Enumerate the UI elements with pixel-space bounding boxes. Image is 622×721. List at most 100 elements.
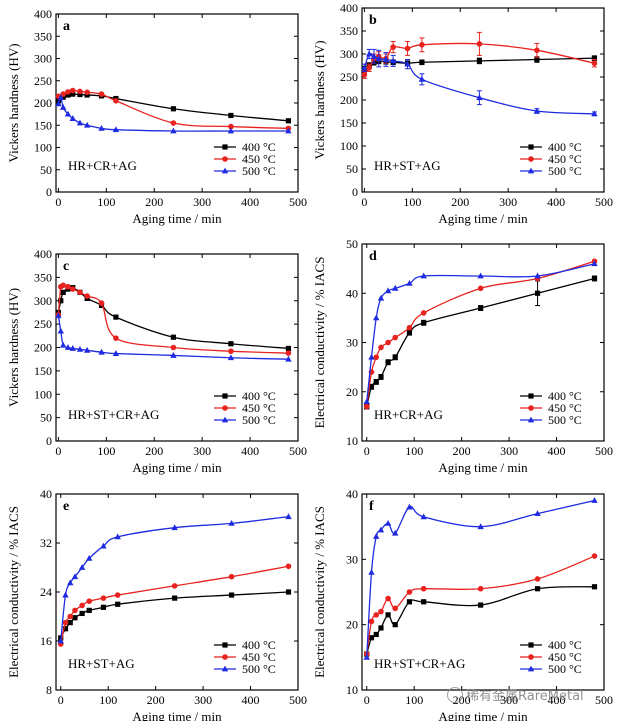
data-point: [170, 352, 177, 358]
data-point: [361, 64, 368, 71]
y-tick-label: 10: [346, 683, 358, 697]
data-point: [406, 330, 413, 336]
data-point: [591, 497, 598, 503]
data-point: [285, 563, 292, 570]
y-tick-label: 200: [34, 341, 52, 355]
data-point: [534, 586, 541, 592]
condition-label: HR+ST+AG: [68, 656, 135, 671]
x-tick-label: 500: [289, 444, 307, 458]
legend-marker: [528, 393, 534, 399]
data-point: [420, 272, 427, 279]
data-point: [227, 127, 235, 134]
legend-marker: [222, 144, 228, 150]
data-point: [533, 107, 541, 114]
data-point: [170, 120, 177, 126]
y-tick-label: 250: [34, 74, 52, 88]
data-point: [384, 520, 392, 526]
y-tick-label: 200: [34, 96, 52, 110]
data-point: [378, 625, 384, 631]
x-tick-label: 100: [99, 693, 117, 707]
legend-label: 500 °C: [242, 164, 276, 178]
data-point: [378, 608, 384, 615]
data-point: [228, 573, 235, 580]
data-point: [534, 272, 541, 279]
y-tick-label: 300: [34, 294, 52, 308]
data-point: [86, 598, 93, 604]
y-tick-label: 24: [40, 585, 52, 599]
y-tick-label: 0: [46, 185, 52, 199]
x-tick-label: 300: [500, 444, 518, 458]
legend-label: 450 °C: [242, 401, 276, 415]
series-450C: [55, 282, 292, 356]
data-point: [57, 94, 64, 101]
y-tick-label: 8: [46, 683, 52, 697]
legend-marker: [222, 654, 228, 660]
wechat-icon: [447, 687, 463, 703]
legend-label: 450 °C: [548, 650, 582, 664]
data-point: [285, 118, 292, 124]
x-tick-label: 400: [548, 693, 566, 707]
data-point: [591, 260, 598, 267]
data-point: [62, 619, 69, 626]
data-point: [71, 573, 79, 580]
y-tick-label: 300: [340, 47, 358, 61]
data-point: [534, 290, 541, 296]
data-point: [373, 354, 380, 361]
data-point: [55, 100, 62, 107]
y-tick-label: 350: [34, 29, 52, 43]
data-point: [373, 533, 380, 539]
data-point: [382, 56, 390, 62]
x-tick-label: 300: [193, 444, 211, 458]
data-point: [363, 403, 370, 410]
series-400C: [364, 275, 598, 410]
y-tick-label: 10: [346, 434, 358, 448]
data-point: [79, 610, 85, 617]
data-point: [67, 579, 74, 586]
series-line: [366, 260, 595, 407]
panel-d: 0 100 200 300 400 500 10 20 30 40 50 Aging time / m…: [312, 237, 613, 475]
data-point: [64, 344, 72, 350]
data-point: [67, 613, 74, 620]
legend-marker: [528, 144, 534, 150]
y-tick-label: 30: [346, 336, 358, 350]
legend-marker: [527, 167, 535, 174]
legend-label: 450 °C: [242, 152, 276, 166]
x-tick-label: 500: [595, 444, 613, 458]
y-tick-label: 40: [346, 487, 358, 501]
data-point: [373, 314, 380, 321]
data-point: [390, 44, 396, 50]
data-point: [69, 115, 76, 121]
y-tick-label: 20: [346, 618, 358, 632]
legend-label: 450 °C: [548, 152, 582, 166]
y-tick-label: 200: [340, 93, 358, 107]
x-tick-label: 500: [595, 195, 613, 209]
data-point: [285, 127, 292, 134]
series-500C: [55, 94, 292, 134]
data-point: [58, 298, 64, 304]
panel-letter: b: [369, 13, 377, 28]
series-line: [60, 516, 289, 642]
data-point: [392, 622, 398, 628]
y-tick-label: 100: [34, 387, 52, 401]
y-tick-label: 150: [34, 118, 52, 132]
data-point: [591, 553, 598, 559]
data-point: [69, 286, 76, 292]
x-tick-label: 0: [55, 444, 61, 458]
y-axis-title: Vickers hardness (HV): [6, 43, 21, 162]
y-tick-label: 50: [40, 163, 52, 177]
legend-marker: [527, 416, 535, 423]
x-tick-label: 400: [547, 195, 565, 209]
data-point: [421, 320, 427, 326]
data-point: [377, 294, 385, 301]
x-tick-label: 0: [364, 444, 370, 458]
watermark: 稀有金属RareMetal: [447, 685, 584, 704]
data-point: [57, 327, 64, 334]
x-tick-label: 0: [361, 195, 367, 209]
x-tick-label: 100: [403, 195, 421, 209]
data-point: [385, 359, 391, 365]
data-point: [228, 592, 235, 598]
data-point: [392, 334, 399, 341]
x-tick-label: 500: [595, 693, 613, 707]
